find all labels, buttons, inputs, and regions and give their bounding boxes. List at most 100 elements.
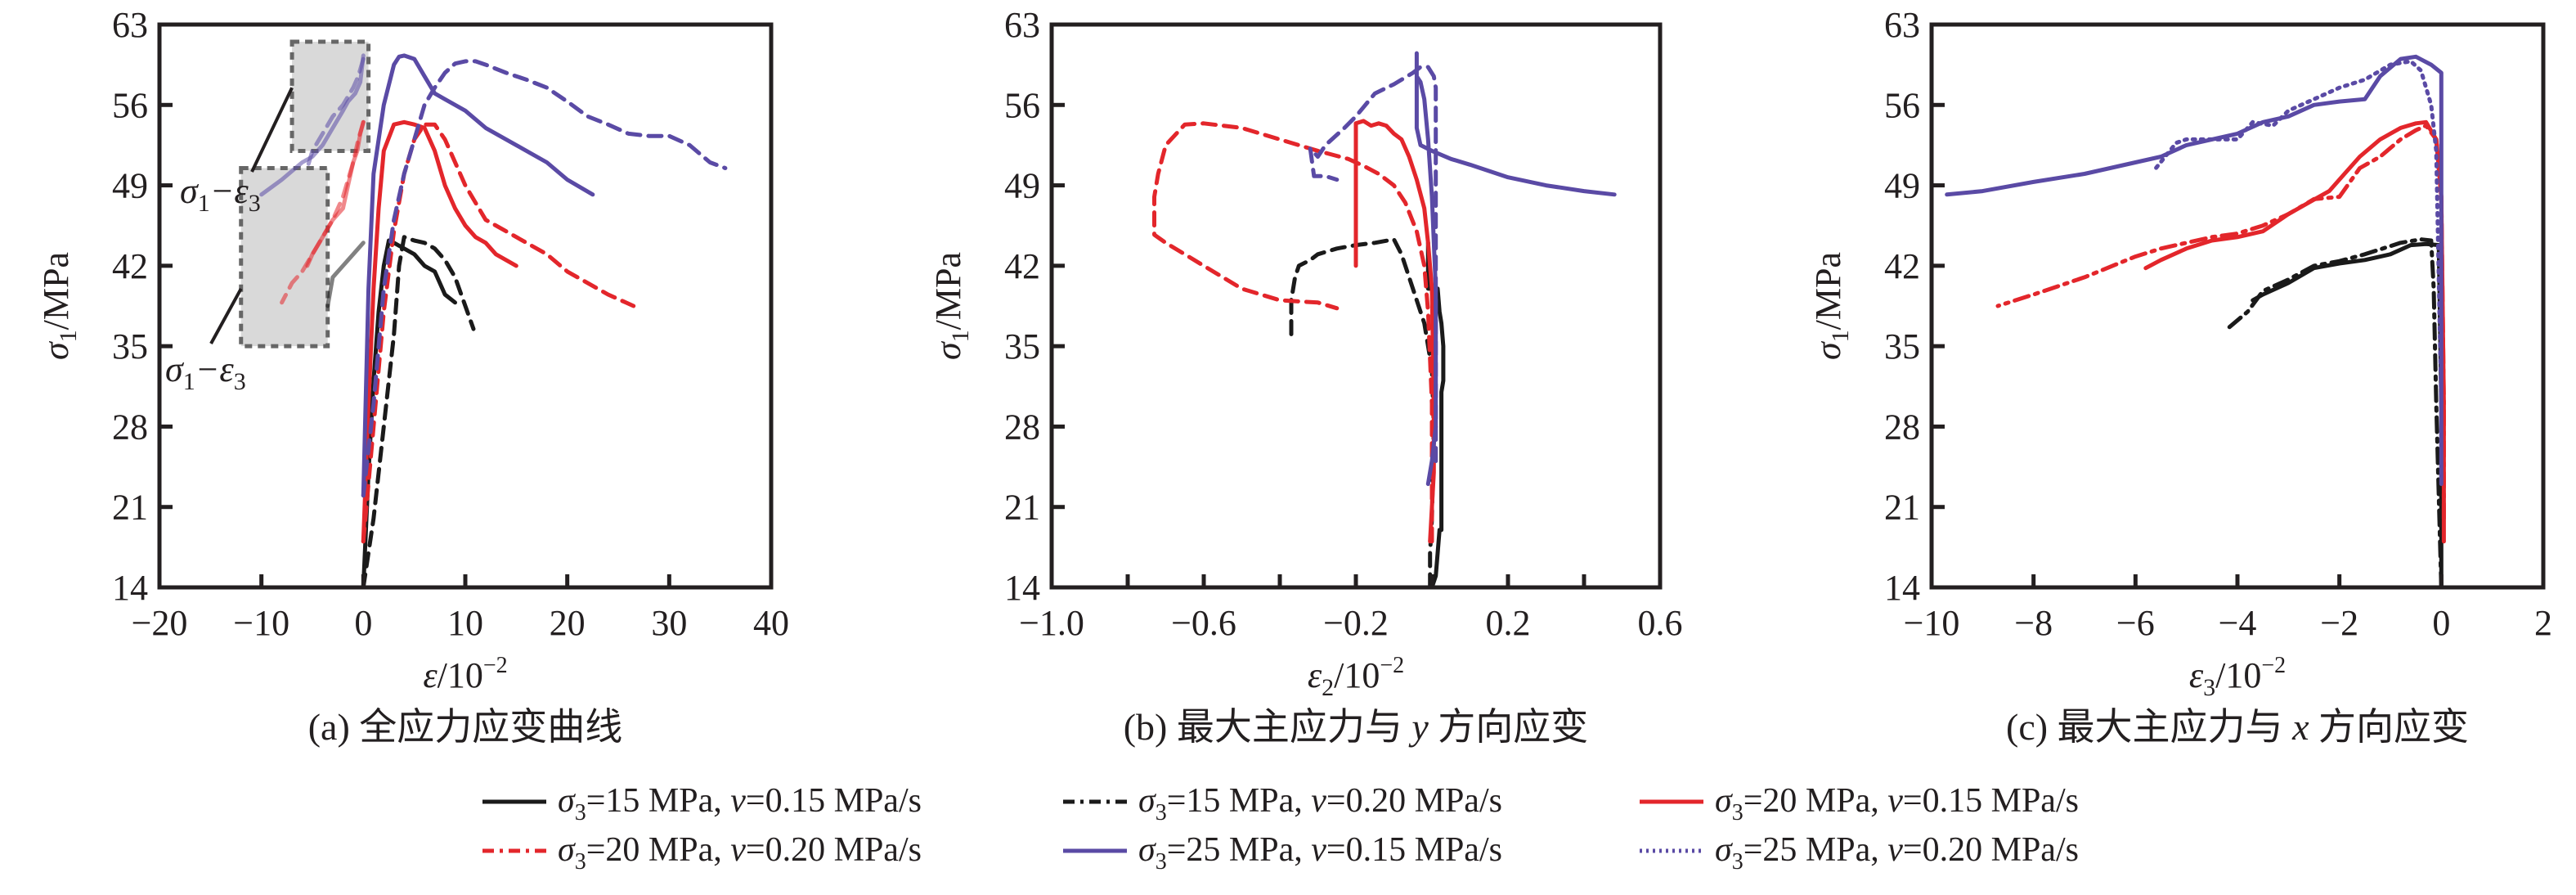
- annotation-sub: 1: [183, 368, 195, 395]
- x-axis-label: ε/10−2: [423, 653, 507, 695]
- y-axis-sub: 1: [1827, 330, 1854, 342]
- legend-rate: =0.20 MPa/s: [1326, 782, 1502, 820]
- legend-v: v: [1311, 782, 1326, 820]
- x-tick-label: 20: [550, 603, 586, 643]
- x-axis-unit: /10: [2215, 655, 2261, 695]
- series-line-s25_v020: [361, 59, 728, 498]
- legend-sigma: σ: [1138, 782, 1157, 820]
- legend-sub: 3: [575, 849, 586, 875]
- y-tick-label: 14: [1884, 568, 1920, 608]
- legend-pressure: =20 MPa,: [1744, 782, 1888, 820]
- y-tick-label: 35: [112, 326, 148, 367]
- series-line-s25_v015: [1945, 54, 2444, 487]
- annotation-sigma: σ: [180, 171, 200, 211]
- x-tick-label: −0.2: [1323, 603, 1389, 643]
- annotation-leader-0: [250, 87, 294, 173]
- plot-frame: [1049, 22, 1663, 590]
- y-axis-unit: /MPa: [1808, 252, 1848, 330]
- legend-sub: 3: [1156, 800, 1167, 825]
- x-tick-label: 0.6: [1638, 603, 1683, 643]
- x-axis-sub: 2: [1322, 674, 1334, 701]
- annotation-sub: 1: [198, 190, 210, 217]
- x-tick-label: 0.2: [1486, 603, 1531, 643]
- legend-v: v: [730, 831, 746, 869]
- y-axis-unit: /MPa: [36, 252, 76, 330]
- y-tick-label: 42: [112, 246, 148, 286]
- legend-item-s20_v015: σ3=20 MPa, v=0.15 MPa/s: [1640, 782, 2079, 825]
- y-axis-sigma: σ: [1808, 340, 1848, 360]
- x-tick-label: 40: [753, 603, 789, 643]
- x-axis-epsilon: ε: [1308, 655, 1322, 695]
- y-axis-label: σ1/MPa: [1808, 252, 1854, 360]
- y-tick-label: 28: [112, 407, 148, 447]
- y-tick-label: 56: [1004, 85, 1040, 125]
- x-axis-epsilon: ε: [2189, 655, 2204, 695]
- series-line-s20_v020: [1995, 124, 2446, 521]
- series-group: [1152, 51, 1617, 587]
- legend-rate: =0.20 MPa/s: [1903, 831, 2079, 869]
- annotation-epsilon: −ε: [210, 171, 249, 211]
- series-line-s15_v015_lat: [325, 241, 366, 308]
- x-tick-label: −10: [233, 603, 289, 643]
- panel-caption: (c) 最大主应力与 x 方向应变: [2006, 706, 2469, 748]
- caption-text: 方向应变: [1429, 706, 1589, 748]
- legend-sigma: σ: [558, 831, 577, 869]
- series-line-s20_v015: [2143, 119, 2446, 544]
- series-line-s25_v015: [1414, 51, 1617, 487]
- annotation-sub: 3: [249, 190, 261, 217]
- legend-item-s15_v020: σ3=15 MPa, v=0.20 MPa/s: [1063, 782, 1502, 825]
- legend-pressure: =25 MPa,: [1167, 831, 1312, 869]
- legend-pressure: =20 MPa,: [586, 831, 731, 869]
- y-tick-label: 21: [1004, 488, 1040, 528]
- annotation-label-1: σ1−ε3: [165, 349, 246, 395]
- y-tick-label: 42: [1004, 246, 1040, 286]
- legend: σ3=15 MPa, v=0.15 MPa/s σ3=15 MPa, v=0.20…: [482, 782, 2079, 875]
- series-line-s20_v020: [361, 122, 636, 544]
- legend-label: σ3=20 MPa, v=0.20 MPa/s: [558, 831, 922, 875]
- x-tick-label: 10: [447, 603, 483, 643]
- annotation-leader-1: [209, 287, 243, 344]
- legend-pressure: =25 MPa,: [1744, 831, 1888, 869]
- series-line-s15_v020: [2225, 237, 2444, 587]
- legend-rate: =0.15 MPa/s: [1903, 782, 2079, 820]
- legend-item-s25_v015: σ3=25 MPa, v=0.15 MPa/s: [1063, 831, 1502, 875]
- x-axis-exp: −2: [2261, 653, 2286, 678]
- legend-label: σ3=25 MPa, v=0.15 MPa/s: [1138, 831, 1502, 875]
- y-axis-sub: 1: [947, 330, 974, 342]
- x-axis-unit: /10: [438, 655, 483, 695]
- y-tick-label: 42: [1884, 246, 1920, 286]
- y-tick-label: 63: [1004, 5, 1040, 45]
- y-tick-label: 63: [112, 5, 148, 45]
- y-tick-label: 21: [112, 488, 148, 528]
- y-axis-unit: /MPa: [928, 252, 968, 330]
- legend-label: σ3=25 MPa, v=0.20 MPa/s: [1715, 831, 2079, 875]
- series-line-s25_v015_lat: [259, 53, 366, 197]
- panel-caption: (a) 全应力应变曲线: [308, 706, 623, 748]
- legend-rate: =0.15 MPa/s: [746, 782, 922, 820]
- legend-sigma: σ: [1715, 831, 1734, 869]
- legend-pressure: =15 MPa,: [1167, 782, 1312, 820]
- legend-v: v: [1887, 782, 1903, 820]
- x-tick-label: −1.0: [1019, 603, 1084, 643]
- legend-sub: 3: [1732, 849, 1744, 875]
- legend-sigma: σ: [558, 782, 577, 820]
- y-axis-sigma: σ: [928, 340, 968, 360]
- x-axis-epsilon: ε: [423, 655, 438, 695]
- legend-v: v: [1887, 831, 1903, 869]
- annotation-label-0: σ1−ε3: [180, 171, 261, 217]
- y-axis-sub: 1: [55, 330, 82, 342]
- x-axis-unit: /10: [1334, 655, 1380, 695]
- x-axis-exp: −2: [1380, 653, 1404, 678]
- x-axis-label: ε3/10−2: [2189, 653, 2286, 701]
- y-tick-label: 49: [112, 166, 148, 206]
- legend-label: σ3=15 MPa, v=0.15 MPa/s: [558, 782, 922, 825]
- series-line-s25_v015: [361, 53, 595, 498]
- series-line-s25_v020: [1308, 65, 1438, 464]
- x-tick-label: −4: [2219, 603, 2257, 643]
- legend-v: v: [1311, 831, 1326, 869]
- y-tick-label: 28: [1884, 407, 1920, 447]
- annotation-sigma: σ: [165, 349, 185, 389]
- annotation-epsilon: −ε: [195, 349, 235, 389]
